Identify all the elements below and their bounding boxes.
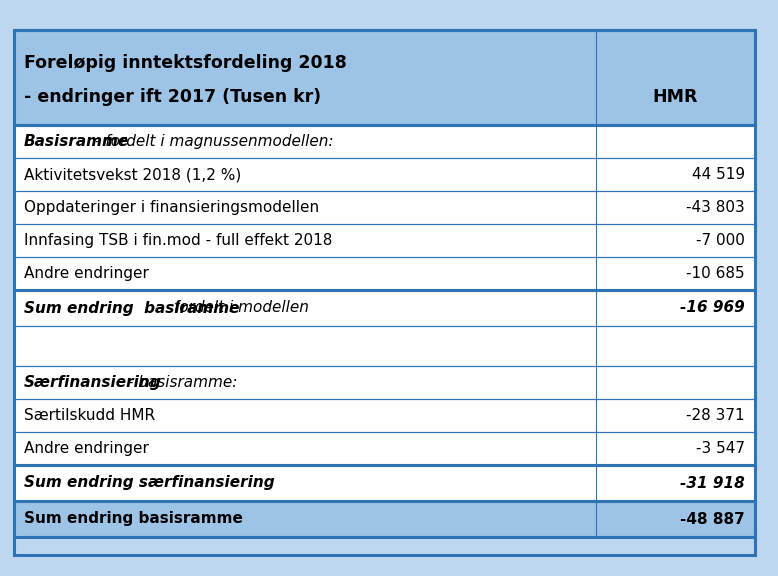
Bar [596, 224, 755, 257]
Text: -10 685: -10 685 [686, 266, 745, 281]
Text: Foreløpig inntektsfordeling 2018: Foreløpig inntektsfordeling 2018 [24, 54, 347, 72]
Text: HMR: HMR [653, 88, 698, 105]
Bar [596, 432, 755, 465]
Bar [596, 257, 755, 290]
Bar [14, 191, 596, 224]
Text: - endringer ift 2017 (Tusen kr): - endringer ift 2017 (Tusen kr) [24, 88, 321, 105]
Text: -31 918: -31 918 [680, 476, 745, 491]
Bar [14, 224, 596, 257]
Bar [596, 30, 755, 125]
Bar [14, 158, 596, 191]
Text: Basisramme: Basisramme [24, 134, 129, 149]
Text: - fordelt i magnussenmodellen:: - fordelt i magnussenmodellen: [90, 134, 334, 149]
Text: Sum endring særfinansiering: Sum endring særfinansiering [24, 476, 275, 491]
Bar [596, 125, 755, 158]
Bar [596, 399, 755, 432]
Bar [14, 366, 596, 399]
Text: -28 371: -28 371 [686, 408, 745, 423]
Text: Oppdateringer i finansieringsmodellen: Oppdateringer i finansieringsmodellen [24, 200, 319, 215]
Text: Særtilskudd HMR: Særtilskudd HMR [24, 408, 155, 423]
Bar [596, 290, 755, 326]
Text: -16 969: -16 969 [680, 301, 745, 316]
Text: 44 519: 44 519 [692, 167, 745, 182]
Text: Sum endring  basiramme: Sum endring basiramme [24, 301, 240, 316]
Bar [14, 326, 596, 366]
Bar [596, 158, 755, 191]
Text: -43 803: -43 803 [686, 200, 745, 215]
Text: Innfasing TSB i fin.mod - full effekt 2018: Innfasing TSB i fin.mod - full effekt 20… [24, 233, 332, 248]
Bar [596, 366, 755, 399]
Bar [14, 465, 596, 501]
Bar [14, 432, 596, 465]
Bar [596, 191, 755, 224]
Bar [596, 501, 755, 537]
Text: Sum endring basisramme: Sum endring basisramme [24, 511, 243, 526]
Text: -7 000: -7 000 [696, 233, 745, 248]
Text: Aktivitetsvekst 2018 (1,2 %): Aktivitetsvekst 2018 (1,2 %) [24, 167, 241, 182]
Text: fordelt i modellen: fordelt i modellen [169, 301, 309, 316]
Text: -48 887: -48 887 [680, 511, 745, 526]
Bar [14, 30, 596, 125]
Text: Særfinansiering: Særfinansiering [24, 375, 162, 390]
Bar [14, 125, 596, 158]
Bar [14, 257, 596, 290]
Bar [14, 290, 596, 326]
Bar [14, 501, 596, 537]
Text: -3 547: -3 547 [696, 441, 745, 456]
Text: - basisramme:: - basisramme: [123, 375, 237, 390]
Bar [596, 326, 755, 366]
Bar [596, 465, 755, 501]
Bar [14, 399, 596, 432]
Text: Andre endringer: Andre endringer [24, 266, 149, 281]
Text: Andre endringer: Andre endringer [24, 441, 149, 456]
